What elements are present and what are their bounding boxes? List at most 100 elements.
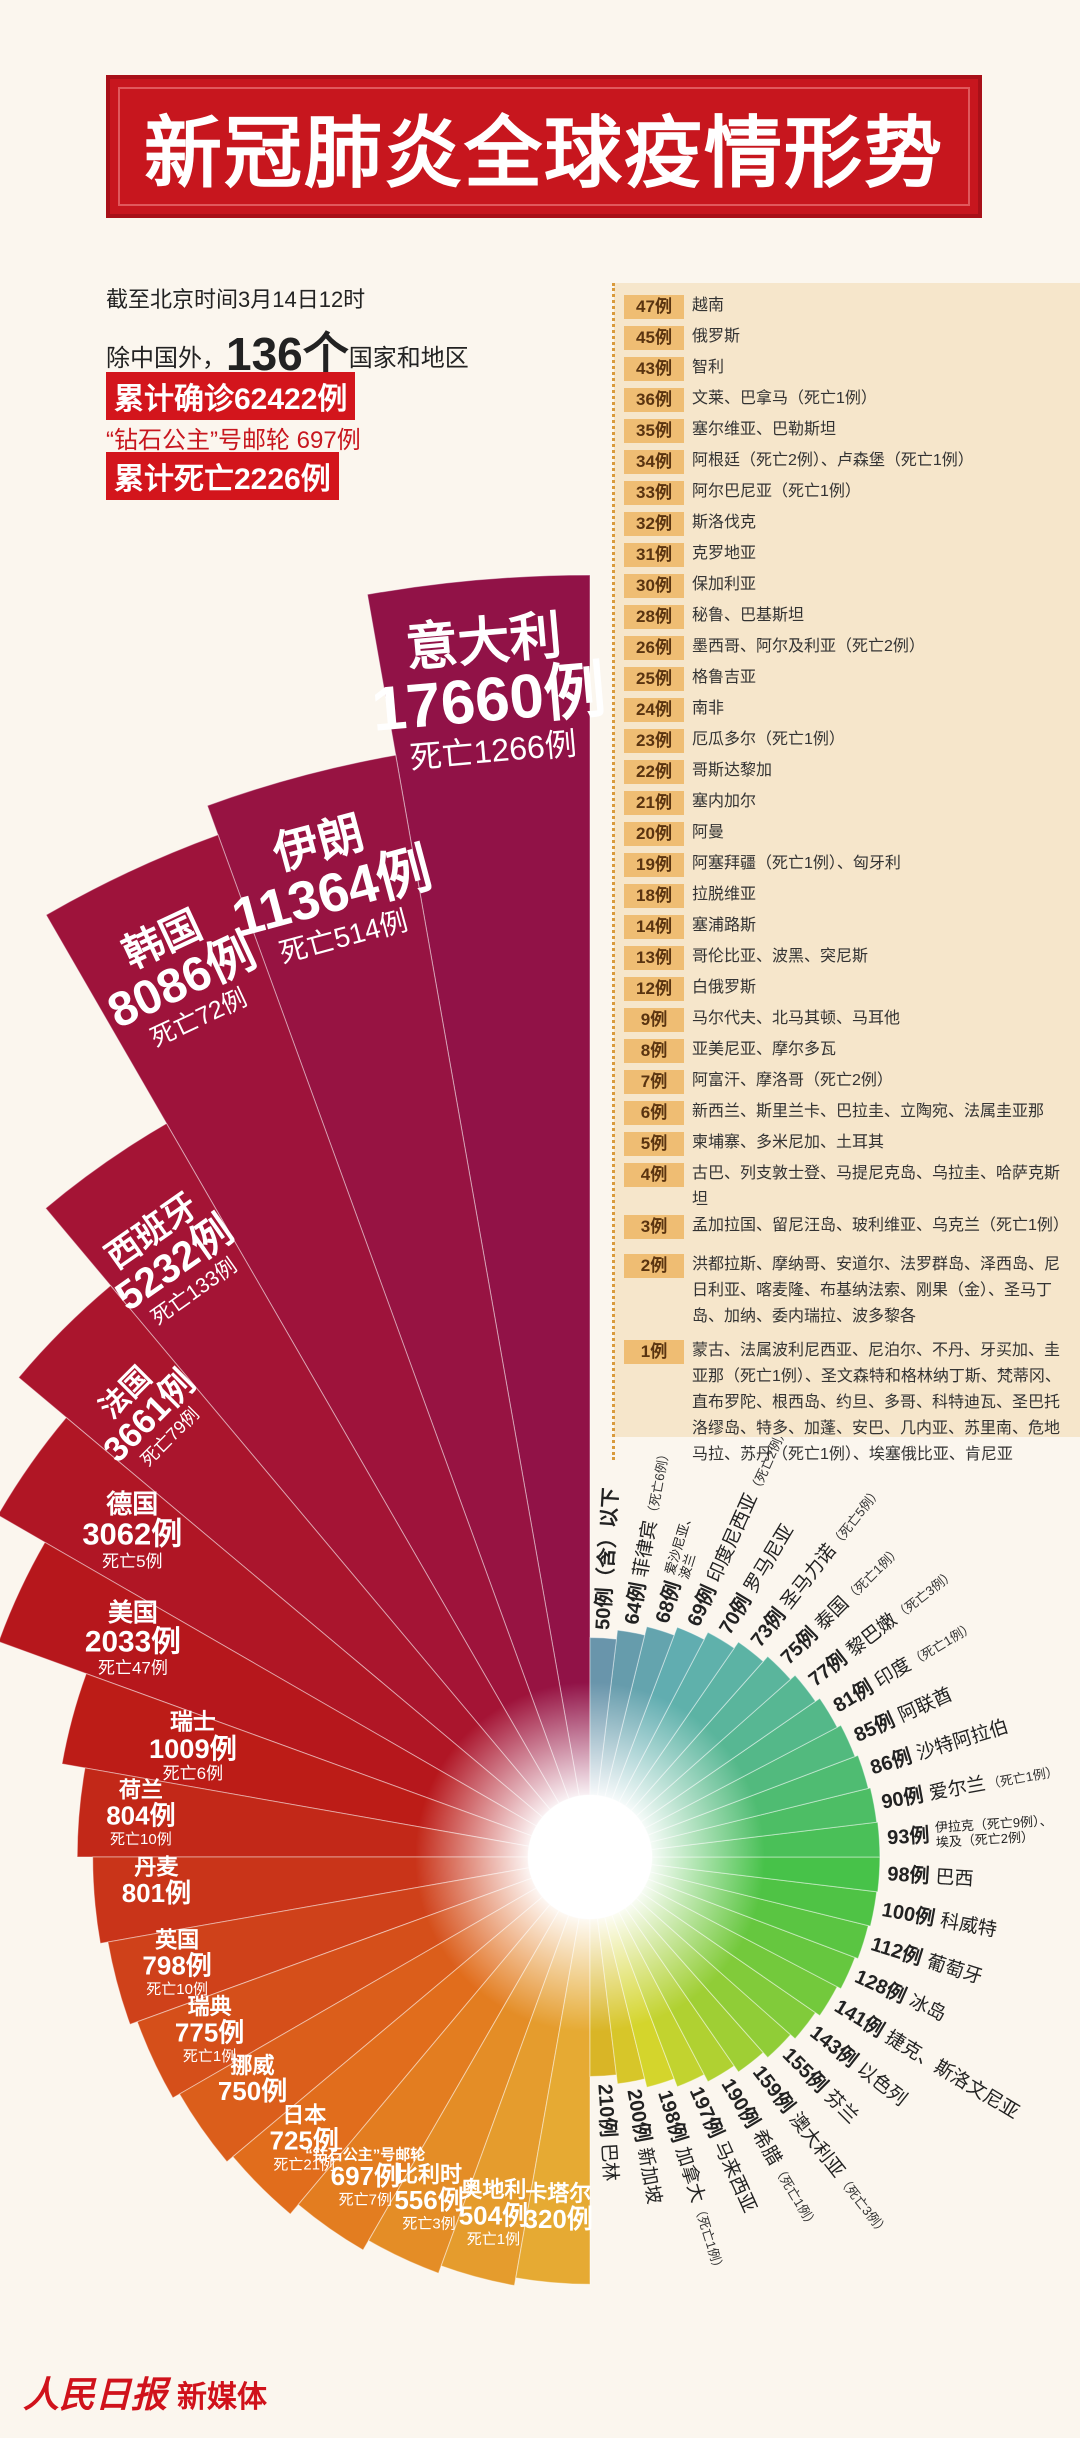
cases: 801例	[122, 1878, 191, 1908]
case-count: 28例	[624, 605, 684, 629]
dotted-line	[612, 283, 615, 1460]
country: 埃及（死亡2例）	[935, 1829, 1034, 1850]
wedge-label: 98例 巴西	[887, 1861, 974, 1890]
list-row: 13例 哥伦比亚、波黑、突尼斯	[624, 944, 1074, 975]
country: 加拿大	[671, 2144, 710, 2205]
places: 墨西哥、阿尔及利亚（死亡2例）	[692, 638, 925, 655]
country: 巴林	[597, 2143, 621, 2182]
country: 菲律宾	[630, 1519, 662, 1579]
cases: 81例	[829, 1675, 878, 1717]
country: 挪威	[230, 2053, 274, 2078]
cases: 798例	[142, 1950, 211, 1980]
case-count: 2例	[624, 1254, 684, 1278]
footer-suffix: 新媒体	[177, 2381, 268, 2414]
places: 阿富汗、摩洛哥（死亡2例）	[692, 1072, 893, 1089]
country: 巴西	[935, 1867, 974, 1890]
country: 比利时	[396, 2162, 462, 2187]
list-row: 4例 古巴、列支敦士登、马提尼克岛、乌拉圭、哈萨克斯坦	[624, 1161, 1074, 1213]
places: 文莱、巴拿马（死亡1例）	[692, 390, 877, 407]
case-count: 43例	[624, 357, 684, 381]
deaths: （死亡5例）	[828, 1484, 884, 1550]
case-count: 13例	[624, 946, 684, 970]
places: 塞内加尔	[692, 793, 757, 810]
places: 孟加拉国、留尼汪岛、玻利维亚、乌克兰（死亡1例）	[692, 1217, 1069, 1234]
case-count: 12例	[624, 977, 684, 1001]
country: 伊拉克（死亡9例）、	[934, 1813, 1052, 1835]
list-row: 36例 文莱、巴拿马（死亡1例）	[624, 386, 1074, 417]
cases: 100例	[880, 1897, 937, 1930]
cases: 70例	[714, 1590, 756, 1639]
case-count: 24例	[624, 698, 684, 722]
case-count: 8例	[624, 1039, 684, 1063]
cases: 77例	[804, 1646, 852, 1691]
country: 瑞士	[170, 1709, 216, 1735]
list-row: 34例 阿根廷（死亡2例）、卢森堡（死亡1例）	[624, 448, 1074, 479]
case-count: 4例	[624, 1163, 684, 1187]
case-count: 26例	[624, 636, 684, 660]
country: 阿联酋	[895, 1683, 956, 1726]
cases: 73例	[745, 1603, 790, 1651]
cases: 112例	[868, 1932, 925, 1970]
case-count: 47例	[624, 295, 684, 319]
places: 秘鲁、巴基斯坦	[692, 607, 805, 624]
country: 丹麦	[134, 1855, 179, 1880]
country: 马来西亚	[709, 2138, 760, 2216]
places: 蒙古、法属波利尼西亚、尼泊尔、不丹、牙买加、圭亚那（死亡1例）、圣文森特和格林纳…	[692, 1342, 1061, 1463]
list-row: 8例 亚美尼亚、摩尔多瓦	[624, 1037, 1074, 1068]
list-row: 14例 塞浦路斯	[624, 913, 1074, 944]
cases: 750例	[218, 2076, 287, 2106]
places: 智利	[692, 359, 725, 376]
case-count: 33例	[624, 481, 684, 505]
cases: 85例	[850, 1708, 898, 1747]
country: 美国	[108, 1598, 158, 1627]
cases: 697例	[331, 2161, 400, 2191]
list-row: 26例 墨西哥、阿尔及利亚（死亡2例）	[624, 634, 1074, 665]
places: 阿尔巴尼亚（死亡1例）	[692, 483, 861, 500]
list-row: 2例 洪都拉斯、摩纳哥、安道尔、法罗群岛、泽西岛、尼日利亚、喀麦隆、布基纳法索、刚…	[624, 1252, 1074, 1330]
list-row: 1例 蒙古、法属波利尼西亚、尼泊尔、不丹、牙买加、圭亚那（死亡1例）、圣文森特和格…	[624, 1338, 1074, 1468]
cases: 198例	[653, 2087, 692, 2145]
cases: 504例	[459, 2200, 528, 2230]
deaths: （死亡3例）	[892, 1566, 958, 1622]
list-row: 5例 柬埔寨、多米尼加、土耳其	[624, 1130, 1074, 1161]
country: 沙特阿拉伯	[914, 1715, 1011, 1764]
cases: 3062例	[82, 1517, 182, 1552]
case-count: 18例	[624, 884, 684, 908]
summary-date: 截至北京时间3月14日12时	[106, 287, 366, 312]
cases: 1009例	[149, 1733, 237, 1764]
country: 新加坡	[633, 2146, 665, 2206]
country: 德国	[106, 1489, 158, 1519]
list-row: 28例 秘鲁、巴基斯坦	[624, 603, 1074, 634]
country: 葡萄牙	[924, 1950, 985, 1988]
country: 卡塔尔	[525, 2181, 591, 2206]
deaths: 死亡21例	[273, 2156, 335, 2173]
list-row: 45例 俄罗斯	[624, 324, 1074, 355]
places: 塞尔维亚、巴勒斯坦	[692, 421, 837, 438]
cases: 725例	[270, 2126, 339, 2156]
places: 古巴、列支敦士登、马提尼克岛、乌拉圭、哈萨克斯坦	[692, 1165, 1061, 1208]
list-row: 35例 塞尔维亚、巴勒斯坦	[624, 417, 1074, 448]
center-hole	[528, 1795, 652, 1919]
list-row: 24例 南非	[624, 696, 1074, 727]
list-row: 47例 越南	[624, 293, 1074, 324]
list-row: 25例 格鲁吉亚	[624, 665, 1074, 696]
country: 科威特	[938, 1909, 998, 1941]
cases: 50例（含）以下	[590, 1487, 623, 1630]
places: 越南	[692, 297, 725, 314]
list-row: 18例 拉脱维亚	[624, 882, 1074, 913]
deaths: （死亡3例）	[835, 2172, 891, 2238]
places: 保加利亚	[692, 576, 757, 593]
deaths: （死亡1例）	[986, 1764, 1060, 1792]
cases: 804例	[106, 1801, 175, 1831]
